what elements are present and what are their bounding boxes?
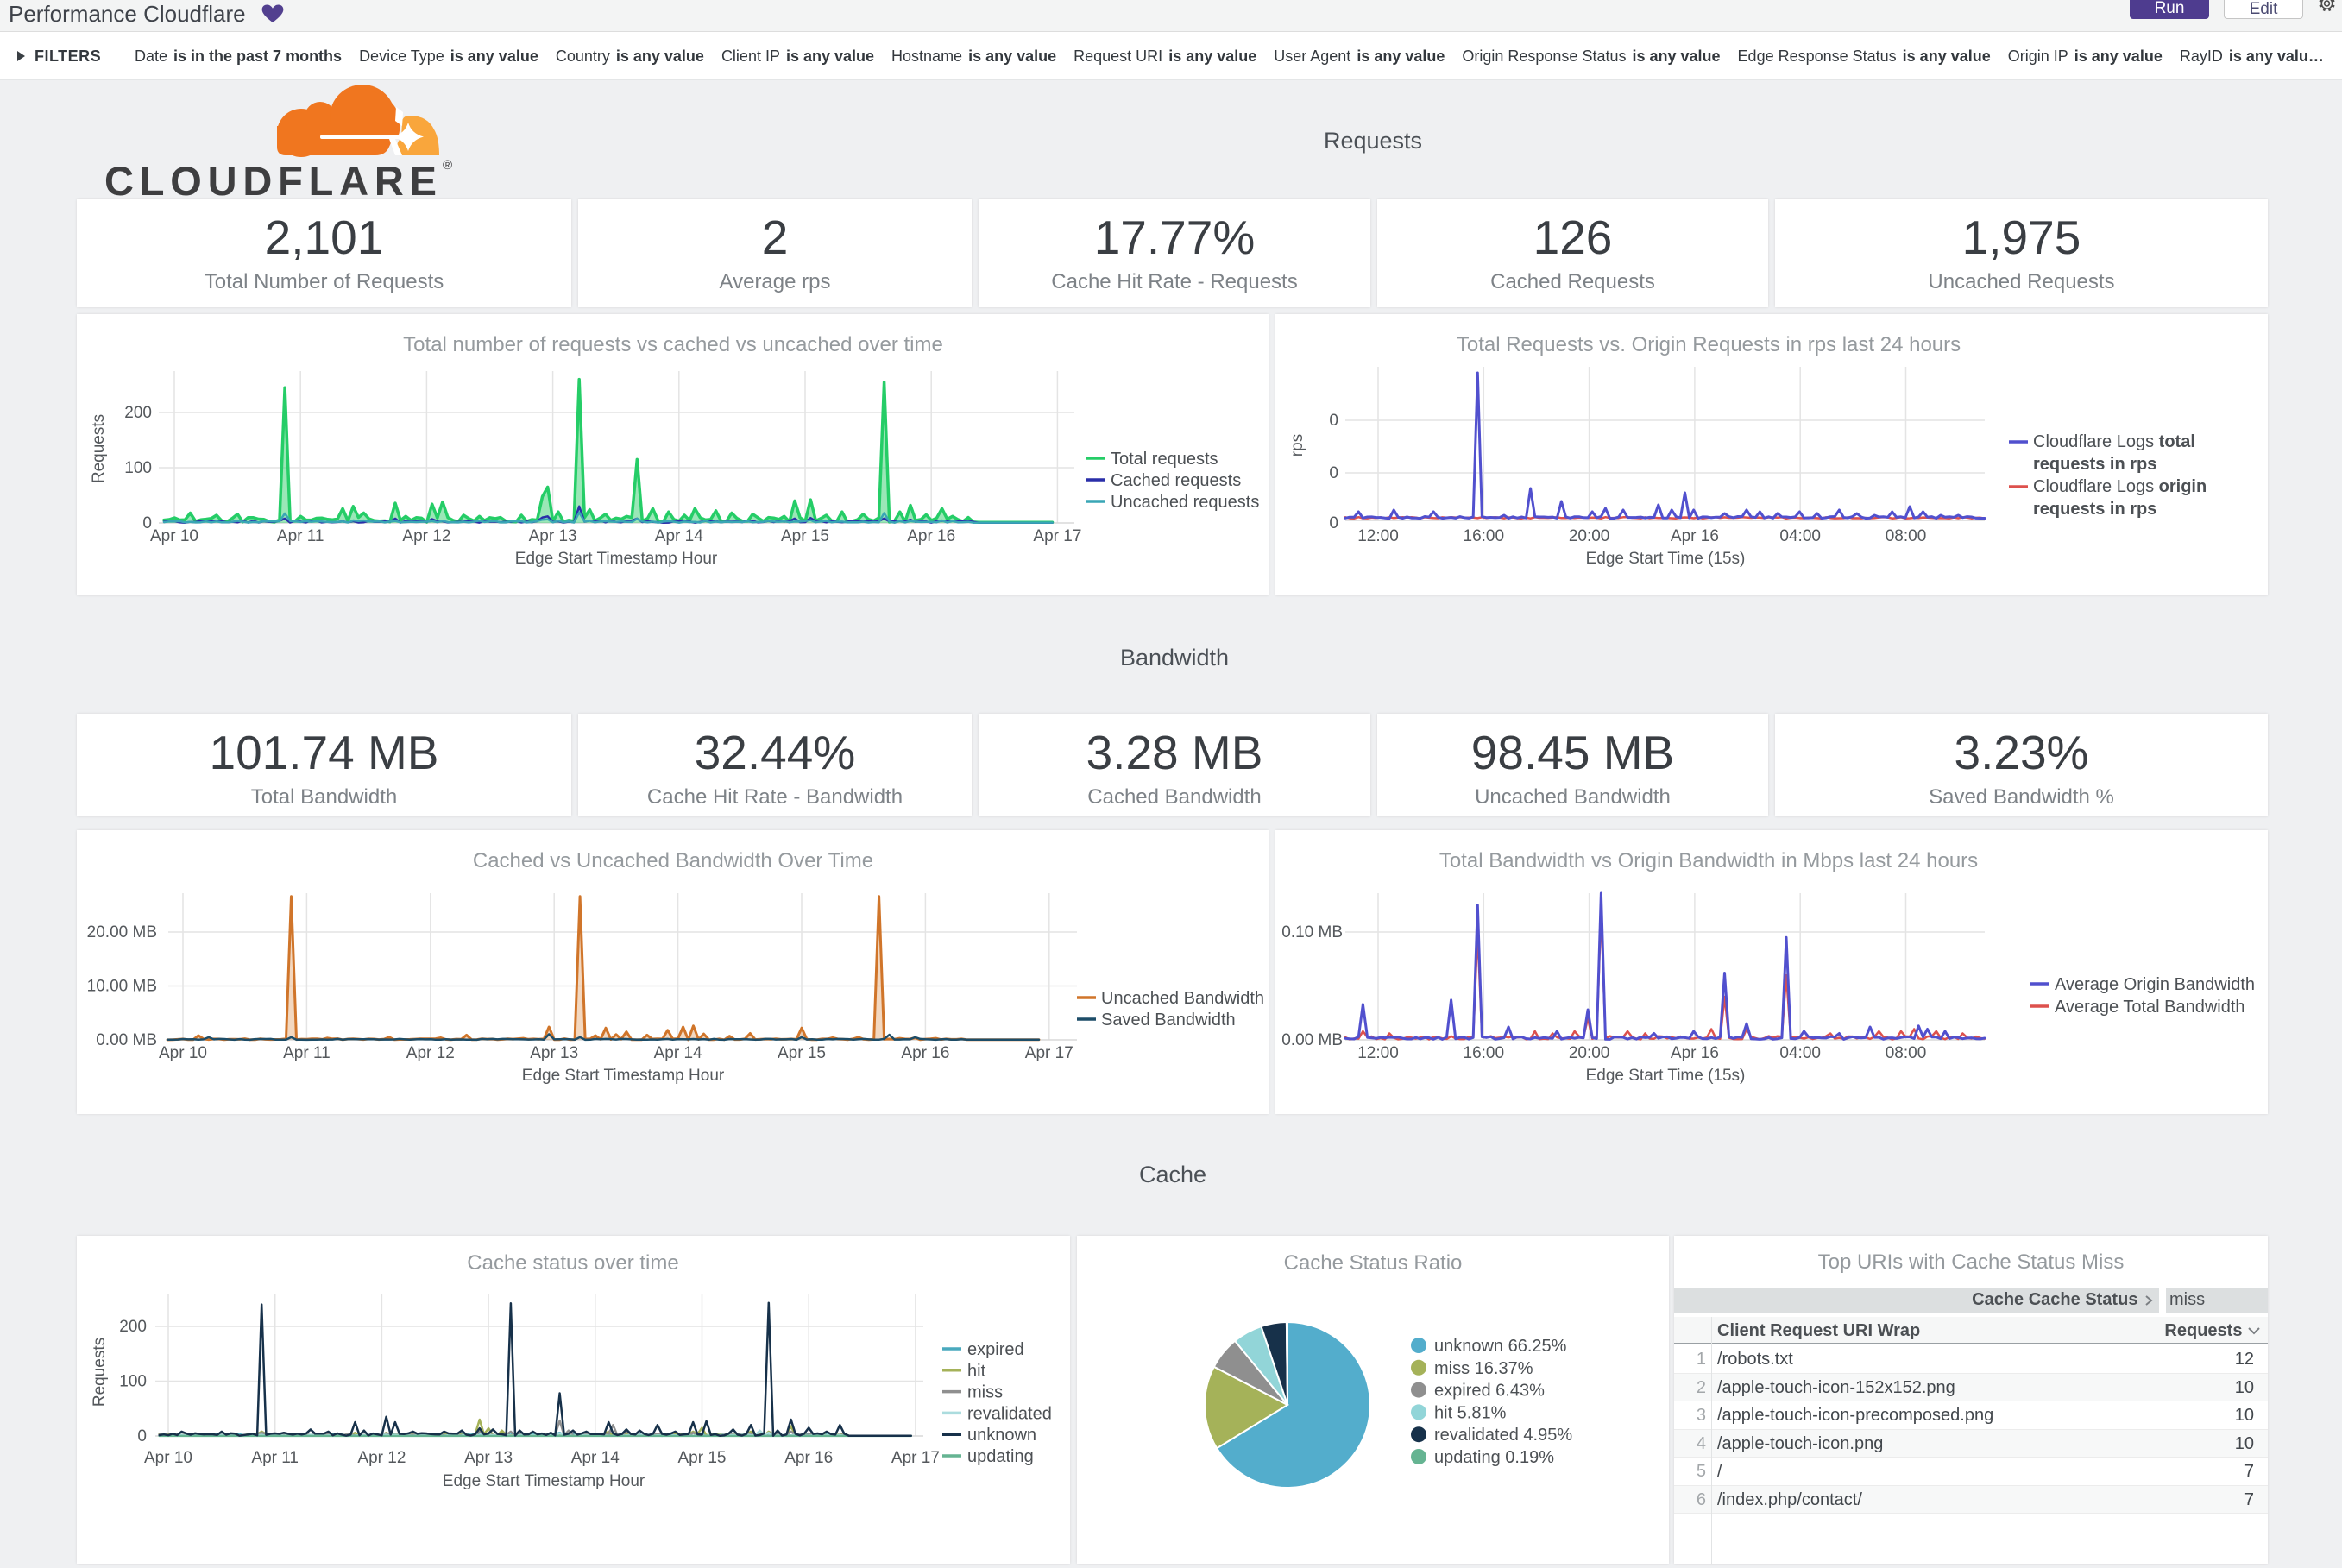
svg-text:Apr 10: Apr 10 — [150, 527, 198, 545]
svg-text:08:00: 08:00 — [1886, 1044, 1927, 1062]
svg-text:miss 16.37%: miss 16.37% — [1434, 1359, 1533, 1378]
svg-text:Edge Start Time (15s): Edge Start Time (15s) — [1586, 550, 1746, 568]
svg-text:requests in rps: requests in rps — [2033, 455, 2156, 474]
svg-text:10.00 MB: 10.00 MB — [87, 978, 157, 996]
svg-text:unknown: unknown — [967, 1426, 1036, 1445]
svg-text:Requests: Requests — [91, 1338, 109, 1407]
svg-text:Apr 12: Apr 12 — [357, 1449, 406, 1467]
svg-text:Requests: Requests — [90, 414, 108, 483]
svg-text:Apr 14: Apr 14 — [655, 527, 703, 545]
svg-text:12:00: 12:00 — [1357, 527, 1399, 545]
svg-text:Apr 15: Apr 15 — [781, 527, 829, 545]
svg-text:08:00: 08:00 — [1886, 527, 1927, 545]
svg-text:0.00 MB: 0.00 MB — [1281, 1031, 1343, 1049]
svg-text:Cache status over time: Cache status over time — [467, 1251, 678, 1275]
svg-text:hit 5.81%: hit 5.81% — [1434, 1403, 1507, 1422]
svg-text:Edge Start Timestamp Hour: Edge Start Timestamp Hour — [522, 1067, 725, 1085]
svg-text:Apr 17: Apr 17 — [891, 1449, 940, 1467]
svg-text:0: 0 — [137, 1427, 147, 1445]
svg-text:hit: hit — [967, 1362, 986, 1381]
svg-text:Average Total Bandwidth: Average Total Bandwidth — [2055, 998, 2245, 1017]
svg-text:expired 6.43%: expired 6.43% — [1434, 1382, 1545, 1401]
svg-text:200: 200 — [124, 404, 152, 422]
svg-text:Apr 17: Apr 17 — [1033, 527, 1081, 545]
svg-text:0.00 MB: 0.00 MB — [96, 1031, 157, 1049]
svg-text:04:00: 04:00 — [1779, 527, 1821, 545]
svg-text:16:00: 16:00 — [1464, 1044, 1505, 1062]
svg-text:20.00 MB: 20.00 MB — [87, 923, 157, 941]
svg-text:miss: miss — [967, 1383, 1003, 1402]
svg-text:0: 0 — [1329, 464, 1338, 482]
svg-text:Apr 12: Apr 12 — [402, 527, 450, 545]
svg-text:Apr 16: Apr 16 — [907, 527, 955, 545]
svg-text:20:00: 20:00 — [1569, 1044, 1610, 1062]
svg-text:Apr 11: Apr 11 — [283, 1044, 331, 1062]
svg-text:Edge Start Timestamp Hour: Edge Start Timestamp Hour — [515, 550, 718, 568]
svg-text:Apr 13: Apr 13 — [530, 1044, 578, 1062]
svg-text:Apr 10: Apr 10 — [144, 1449, 192, 1467]
svg-text:12:00: 12:00 — [1357, 1044, 1399, 1062]
svg-text:revalidated: revalidated — [967, 1404, 1052, 1423]
svg-text:unknown 66.25%: unknown 66.25% — [1434, 1337, 1567, 1356]
svg-text:rps: rps — [1288, 434, 1306, 457]
svg-text:0: 0 — [1329, 514, 1338, 532]
svg-text:Total requests: Total requests — [1111, 450, 1218, 469]
svg-text:Apr 13: Apr 13 — [529, 527, 577, 545]
svg-text:20:00: 20:00 — [1569, 527, 1610, 545]
svg-text:Apr 17: Apr 17 — [1025, 1044, 1073, 1062]
svg-text:Edge Start Time (15s): Edge Start Time (15s) — [1586, 1067, 1746, 1085]
svg-text:Apr 11: Apr 11 — [277, 527, 324, 545]
svg-text:0.10 MB: 0.10 MB — [1281, 923, 1343, 941]
svg-text:Apr 11: Apr 11 — [251, 1449, 299, 1467]
svg-text:200: 200 — [119, 1318, 147, 1336]
svg-text:updating: updating — [967, 1447, 1034, 1466]
svg-text:Cache Status Ratio: Cache Status Ratio — [1284, 1251, 1463, 1275]
svg-text:Saved Bandwidth: Saved Bandwidth — [1101, 1011, 1236, 1030]
svg-text:Apr 13: Apr 13 — [464, 1449, 513, 1467]
svg-text:Apr 16: Apr 16 — [901, 1044, 949, 1062]
svg-text:Uncached requests: Uncached requests — [1111, 493, 1259, 512]
svg-text:expired: expired — [967, 1340, 1024, 1359]
svg-text:Cached requests: Cached requests — [1111, 471, 1241, 490]
svg-text:Apr 15: Apr 15 — [778, 1044, 826, 1062]
svg-text:Apr 14: Apr 14 — [654, 1044, 702, 1062]
svg-text:Apr 15: Apr 15 — [678, 1449, 727, 1467]
svg-text:Average Origin Bandwidth: Average Origin Bandwidth — [2055, 975, 2255, 994]
svg-text:16:00: 16:00 — [1464, 527, 1505, 545]
svg-text:100: 100 — [124, 459, 152, 477]
svg-text:0: 0 — [1329, 412, 1338, 430]
svg-text:Uncached Bandwidth: Uncached Bandwidth — [1101, 989, 1264, 1008]
svg-text:CLOUDFLARE: CLOUDFLARE — [104, 158, 443, 203]
svg-text:Total number of requests vs ca: Total number of requests vs cached vs un… — [403, 333, 943, 356]
svg-text:Apr 12: Apr 12 — [406, 1044, 455, 1062]
svg-text:updating 0.19%: updating 0.19% — [1434, 1448, 1554, 1467]
svg-text:requests in rps: requests in rps — [2033, 500, 2156, 519]
svg-text:0: 0 — [142, 514, 152, 532]
svg-text:Cloudflare Logs total: Cloudflare Logs total — [2033, 432, 2195, 451]
svg-text:Cached vs Uncached Bandwidth O: Cached vs Uncached Bandwidth Over Time — [473, 849, 873, 872]
svg-text:Apr 16: Apr 16 — [784, 1449, 833, 1467]
svg-text:Apr 16: Apr 16 — [1671, 1044, 1719, 1062]
svg-text:Apr 14: Apr 14 — [571, 1449, 620, 1467]
svg-text:04:00: 04:00 — [1779, 1044, 1821, 1062]
svg-text:®: ® — [443, 158, 452, 173]
svg-text:Edge Start Timestamp Hour: Edge Start Timestamp Hour — [443, 1472, 645, 1490]
svg-text:Total Requests vs. Origin Requ: Total Requests vs. Origin Requests in rp… — [1457, 333, 1961, 356]
svg-text:Total Bandwidth vs Origin Band: Total Bandwidth vs Origin Bandwidth in M… — [1439, 849, 1978, 872]
svg-text:revalidated 4.95%: revalidated 4.95% — [1434, 1426, 1572, 1445]
svg-text:Cloudflare Logs origin: Cloudflare Logs origin — [2033, 477, 2207, 496]
svg-text:100: 100 — [119, 1373, 147, 1391]
svg-text:Apr 10: Apr 10 — [159, 1044, 207, 1062]
svg-text:Apr 16: Apr 16 — [1671, 527, 1719, 545]
